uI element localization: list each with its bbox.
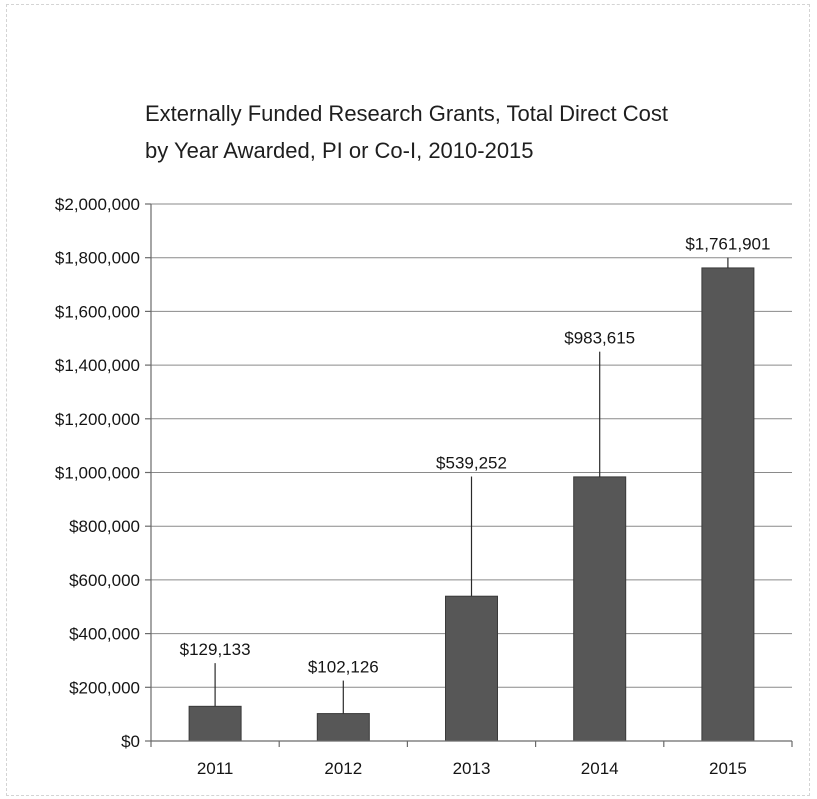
data-labels: $129,133 $102,126 $539,252 $983,615 $1,761,9…	[180, 235, 771, 677]
chart-title-line-2: by Year Awarded, PI or Co-I, 2010-2015	[145, 138, 534, 163]
y-tick-label: $0	[121, 732, 140, 751]
y-tick-label: $2,000,000	[55, 195, 140, 214]
y-tick-label: $400,000	[69, 625, 140, 644]
y-tick-label: $1,800,000	[55, 249, 140, 268]
y-tick-label: $600,000	[69, 571, 140, 590]
chart-frame	[6, 4, 810, 796]
y-axis-tick-labels: $0 $200,000 $400,000 $600,000 $800,000 $1,000…	[55, 195, 151, 751]
data-label: $539,252	[436, 454, 507, 473]
bars	[188, 267, 755, 742]
chart-title-line-1: Externally Funded Research Grants, Total…	[145, 101, 668, 126]
x-category-label: 2012	[324, 759, 362, 778]
y-tick-label: $1,000,000	[55, 464, 140, 483]
y-tick-label: $1,400,000	[55, 356, 140, 375]
x-axis	[150, 204, 793, 747]
bar-2015	[701, 267, 755, 742]
y-tick-label: $1,200,000	[55, 410, 140, 429]
chart-title: Externally Funded Research Grants, Total…	[145, 101, 668, 163]
data-label: $1,761,901	[685, 235, 770, 254]
bar-2013	[445, 595, 498, 742]
data-label: $102,126	[308, 658, 379, 677]
x-category-label: 2013	[453, 759, 491, 778]
data-label: $983,615	[564, 329, 635, 348]
data-label-leaders	[214, 257, 729, 714]
x-category-label: 2015	[709, 759, 747, 778]
y-tick-label: $1,600,000	[55, 302, 140, 321]
gridlines	[151, 203, 792, 688]
x-category-label: 2014	[581, 759, 619, 778]
x-axis-category-labels: 2011 2012 2013 2014 2015	[197, 759, 747, 778]
bar-2014	[573, 476, 627, 742]
y-tick-label: $800,000	[69, 517, 140, 536]
bar-2012	[316, 713, 370, 742]
data-label: $129,133	[180, 640, 251, 659]
bar-2011	[188, 705, 242, 742]
y-tick-label: $200,000	[69, 678, 140, 697]
x-category-label: 2011	[197, 759, 234, 778]
